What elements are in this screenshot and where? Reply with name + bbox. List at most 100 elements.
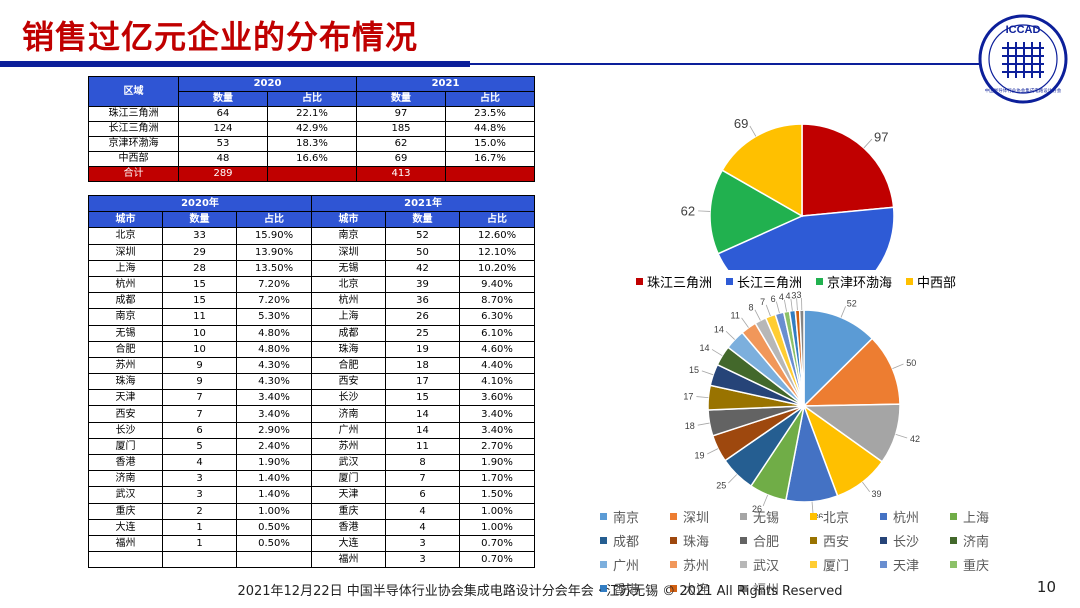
- leader-line: [711, 349, 723, 357]
- city-cell-b_city: 苏州: [311, 437, 387, 456]
- pie-data-label: 25: [716, 480, 726, 490]
- city-cell-a_city: 济南: [88, 470, 163, 488]
- region-cell-c2020: 48: [178, 151, 268, 167]
- city-row: 长沙 6 2.90% 广州 14 3.40%: [88, 421, 536, 439]
- legend-label: 上海: [963, 511, 990, 526]
- legend-item: 中西部: [906, 272, 956, 291]
- city-cell-a_count: 33: [162, 227, 237, 245]
- city-cell-a_share: 1.00%: [235, 502, 313, 520]
- city-cell-b_city: 无锡: [311, 259, 387, 277]
- leader-line: [765, 304, 771, 317]
- count-header: 数量: [356, 91, 446, 107]
- legend-item: 珠江三角洲: [636, 272, 712, 291]
- city-cell-b_city: 杭州: [311, 292, 387, 310]
- legend-label: 南京: [613, 511, 640, 526]
- pie-data-label: 39: [872, 489, 882, 499]
- pie-slice-福州: [798, 309, 805, 407]
- pie-data-label: 3: [796, 290, 801, 300]
- pie-data-label: 14: [699, 343, 709, 353]
- legend-item: 深圳: [670, 507, 740, 526]
- legend-item: 珠海: [670, 531, 740, 550]
- legend-label: 武汉: [753, 559, 780, 574]
- city-cell-b_city: 福州: [311, 551, 387, 569]
- legend-label: 中西部: [917, 276, 957, 291]
- legend-label: 天津: [893, 559, 920, 574]
- leader-line: [895, 434, 908, 439]
- leader-line: [862, 481, 871, 492]
- city-cell-a_city: 苏州: [88, 356, 163, 375]
- region-cell-s2020: 22.1%: [267, 106, 357, 122]
- city-cell-b_share: 3.60%: [459, 389, 536, 407]
- page-title: 销售过亿元企业的分布情况: [22, 18, 419, 56]
- city-row: 重庆 2 1.00% 重庆 4 1.00%: [88, 502, 536, 520]
- leader-line: [811, 501, 814, 514]
- count-header: 数量: [178, 91, 268, 107]
- city-row: 南京 11 5.30% 上海 26 6.30%: [88, 308, 536, 326]
- leader-line: [775, 301, 780, 314]
- region-cell-c2020: 53: [178, 136, 268, 152]
- legend-item: 重庆: [950, 555, 1020, 574]
- pie-data-label: 4: [779, 292, 784, 302]
- legend-label: 无锡: [753, 511, 780, 526]
- city-cell-b_count: 26: [385, 308, 461, 326]
- pie-data-label: 11: [731, 311, 740, 321]
- city-cell-b_count: 15: [385, 389, 461, 407]
- city-cell-a_city: 香港: [88, 453, 163, 472]
- city-row: 北京 33 15.90% 南京 52 12.60%: [88, 227, 536, 245]
- pie-data-label: 26: [752, 504, 762, 514]
- legend-swatch: [740, 537, 747, 544]
- legend-label: 长沙: [893, 535, 920, 550]
- share-header: 占比: [459, 211, 536, 229]
- city-cell-a_share: 4.80%: [235, 324, 313, 342]
- city-row: 西安 7 3.40% 济南 14 3.40%: [88, 405, 536, 423]
- city-cell-a_share: 7.20%: [235, 275, 313, 294]
- city-cell-a_share: 4.80%: [235, 340, 313, 358]
- legend-label: 广州: [613, 559, 640, 574]
- city-cell-b_city: 重庆: [311, 502, 387, 520]
- legend-label: 珠海: [683, 535, 710, 550]
- city-cell-b_share: 12.10%: [459, 243, 536, 261]
- pie-data-label: 69: [734, 116, 748, 131]
- city-cell-a_count: 6: [162, 421, 237, 439]
- leader-line: [863, 138, 873, 149]
- legend-item: 长江三角洲: [726, 272, 802, 291]
- legend-swatch: [906, 278, 914, 285]
- legend-swatch: [950, 561, 957, 568]
- city-cell-a_city: 成都: [88, 292, 163, 310]
- legend-label: 京津环渤海: [827, 276, 893, 291]
- city-cell-a_share: 13.90%: [235, 243, 313, 261]
- leader-line: [696, 396, 709, 399]
- city-cell-a_city: 无锡: [88, 324, 163, 342]
- city-cell-b_share: 10.20%: [459, 259, 536, 277]
- city-cell-a_city: 合肥: [88, 340, 163, 358]
- city-cell-b_share: 6.30%: [459, 308, 536, 326]
- city-row: 武汉 3 1.40% 天津 6 1.50%: [88, 486, 536, 504]
- legend-label: 苏州: [683, 559, 710, 574]
- city-cell-a_city: 珠海: [88, 373, 163, 391]
- pie-data-label: 36: [813, 512, 823, 518]
- city-cell-a_city: 长沙: [88, 421, 163, 439]
- city-cell-b_count: 18: [385, 356, 461, 375]
- region-cell-region: 中西部: [88, 151, 179, 167]
- city-cell-b_city: 广州: [311, 421, 387, 439]
- city-row: 大连 1 0.50% 香港 4 1.00%: [88, 518, 536, 536]
- pie-data-label: 18: [685, 421, 695, 431]
- city-cell-b_share: 2.70%: [459, 437, 536, 456]
- city-row: 无锡 10 4.80% 成都 25 6.10%: [88, 324, 536, 342]
- legend-label: 西安: [823, 535, 850, 550]
- city-cell-a_share: 3.40%: [235, 389, 313, 407]
- legend-label: 杭州: [893, 511, 920, 526]
- city-cell-b_city: 天津: [311, 486, 387, 504]
- count-header: 数量: [162, 211, 237, 229]
- city-cell-b_count: 14: [385, 405, 461, 423]
- city-cell-a_share: 0.50%: [235, 518, 313, 536]
- city-cell-a_share: 4.30%: [235, 356, 313, 375]
- city-pie-legend: 南京 深圳 无锡 北京 杭州 上海 成都 珠海 合肥 西安 长沙 济南 广州 苏州 武汉 厦门 天津 重庆 香港 大连…: [600, 507, 1020, 598]
- legend-label: 成都: [613, 535, 640, 550]
- city-cell-a_city: 西安: [88, 405, 163, 423]
- pie-data-label: 15: [689, 365, 699, 375]
- city-cell-b_count: 42: [385, 259, 461, 277]
- region-table: 区域 2020 2021 数量 占比 数量 占比 珠江三角洲 64 22.1% 97 2…: [88, 76, 535, 182]
- legend-swatch: [670, 585, 677, 592]
- pie-data-label: 19: [695, 450, 705, 460]
